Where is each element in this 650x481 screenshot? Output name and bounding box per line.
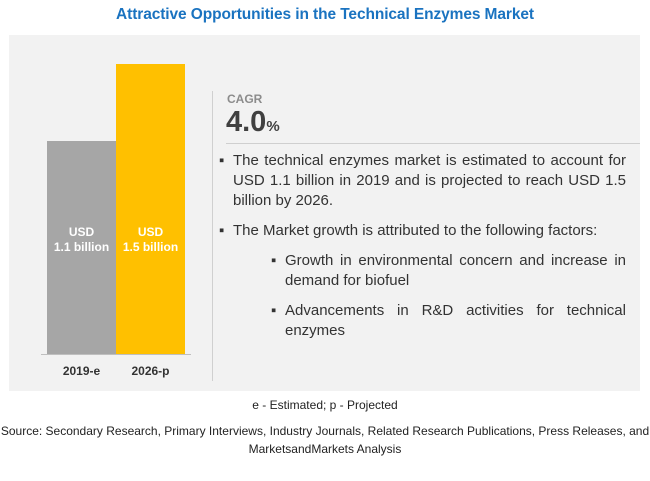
bullet-item: ▪ The Market growth is attributed to the… <box>219 221 626 241</box>
bar-chart: USD 1.1 billion 2019-e USD 1.5 billion 2026-p <box>9 35 209 391</box>
bullet-marker: ▪ <box>271 302 277 319</box>
bar-data-label-line: 1.5 billion <box>122 240 179 254</box>
bullet-text: Advancements in R&D activities for techn… <box>285 302 626 339</box>
bar-2026-p <box>116 64 185 354</box>
bullet-text: Growth in environmental concern and incr… <box>285 252 626 289</box>
bar-data-label-line: USD <box>137 225 164 239</box>
bar-data-label-line: USD <box>68 225 95 239</box>
cagr-value: 4.0% <box>226 106 280 139</box>
bullet-text: The technical enzymes market is estimate… <box>233 152 626 209</box>
footnote: e - Estimated; p - Projected <box>252 398 398 412</box>
cagr-label: CAGR <box>227 92 263 106</box>
x-tick-label: 2019-e <box>62 364 101 378</box>
bar-data-label: USD 1.5 billion <box>116 225 185 255</box>
bullet-text: The Market growth is attributed to the f… <box>233 222 598 239</box>
x-tick-label: 2026-p <box>131 364 170 378</box>
chart-divider <box>212 91 213 381</box>
bar-2019-e <box>47 141 116 354</box>
content-panel: USD 1.1 billion 2019-e USD 1.5 billion 2026-p… <box>9 35 640 391</box>
bullet-marker: ▪ <box>219 222 225 239</box>
page-title: Attractive Opportunities in the Technica… <box>116 6 534 23</box>
bullet-list: ▪ The technical enzymes market is estima… <box>219 151 626 351</box>
bullet-marker: ▪ <box>271 252 277 269</box>
sub-bullet-item: ▪ Advancements in R&D activities for tec… <box>219 301 626 341</box>
source-note: Source: Secondary Research, Primary Inte… <box>0 422 650 458</box>
cagr-number: 4.0 <box>226 106 267 138</box>
sub-bullet-item: ▪ Growth in environmental concern and in… <box>219 251 626 291</box>
cagr-underline <box>226 143 640 144</box>
bar-data-label: USD 1.1 billion <box>47 225 116 255</box>
bullet-item: ▪ The technical enzymes market is estima… <box>219 151 626 211</box>
source-line: Source: Secondary Research, Primary Inte… <box>0 424 650 438</box>
cagr-unit: % <box>266 118 280 135</box>
source-line: MarketsandMarkets Analysis <box>248 442 402 456</box>
bullet-marker: ▪ <box>219 152 225 169</box>
x-axis-line <box>41 354 191 355</box>
bar-data-label-line: 1.1 billion <box>53 240 110 254</box>
